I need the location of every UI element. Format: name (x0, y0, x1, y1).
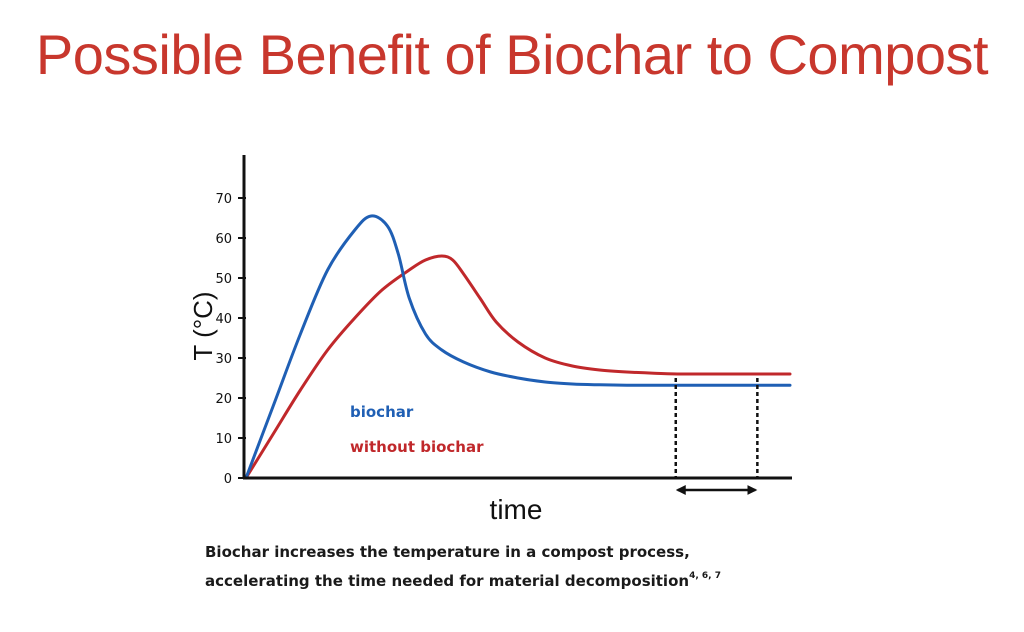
y-axis-ticks: 0 10 20 30 40 50 60 70 (215, 192, 246, 487)
y-tick-label: 10 (215, 432, 232, 447)
annotation-layer (674, 378, 759, 495)
series-line-without-biochar (244, 254, 792, 480)
slide-title: Possible Benefit of Biochar to Compost (35, 23, 989, 86)
caption-line-2: accelerating the time needed for materia… (205, 567, 825, 596)
y-tick-label: 20 (215, 392, 232, 407)
legend-biochar: biochar (350, 403, 414, 421)
caption-citation: 4, 6, 7 (689, 571, 721, 581)
y-tick-label: 40 (215, 312, 232, 327)
y-tick-label: 0 (224, 472, 232, 487)
x-axis-label: time (490, 494, 543, 525)
caption-line-1: Biochar increases the temperature in a c… (205, 543, 690, 561)
y-tick-label: 70 (215, 192, 232, 207)
y-tick-label: 50 (215, 272, 232, 287)
caption: Biochar increases the temperature in a c… (205, 538, 825, 596)
caption-line-2-text: accelerating the time needed for materia… (205, 572, 690, 590)
legend-without-biochar: without biochar (350, 438, 484, 456)
series-line-biochar (244, 214, 792, 480)
series-layer (244, 214, 792, 480)
y-tick-label: 60 (215, 232, 232, 247)
y-axis-label: T (°C) (188, 291, 218, 360)
y-tick-label: 30 (215, 352, 232, 367)
